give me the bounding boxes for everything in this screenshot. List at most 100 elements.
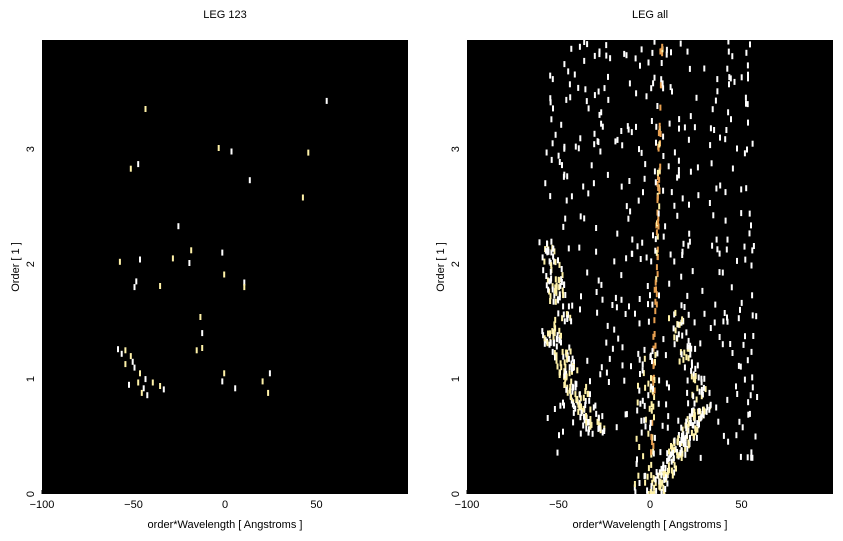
heatmap-cell (177, 223, 180, 230)
heatmap-cell (647, 380, 650, 387)
heatmap-cell (635, 435, 638, 442)
heatmap-cell (700, 375, 703, 382)
heatmap-cell (694, 345, 697, 352)
heatmap-cell (583, 417, 586, 424)
heatmap-cell (188, 260, 191, 266)
heatmap-cell (553, 288, 556, 295)
heatmap-cell (607, 379, 610, 385)
heatmap-cell (660, 76, 663, 83)
heatmap-cell (693, 124, 696, 131)
heatmap-cell (682, 240, 685, 247)
chart-panel-2: LEG all −100 −50 0 50 0 1 2 3 order*Wavelength [ … (435, 9, 833, 531)
heatmap-cell (139, 370, 141, 377)
heatmap-cell (611, 302, 614, 308)
heatmap-cell (689, 342, 692, 349)
heatmap-cell (743, 376, 746, 383)
heatmap-cell (628, 80, 631, 87)
heatmap-cell (655, 229, 658, 236)
heatmap-cell (708, 406, 711, 413)
heatmap-cell (325, 97, 328, 104)
x-tick-label: −50 (549, 499, 568, 511)
heatmap-cell (652, 363, 655, 370)
heatmap-cell (740, 299, 743, 306)
heatmap-cell (589, 406, 592, 413)
heatmap-cell (703, 375, 706, 382)
heatmap-cell (750, 222, 752, 229)
heatmap-cell (654, 351, 657, 358)
heatmap-cell (598, 111, 601, 118)
heatmap-cell (572, 364, 575, 371)
heatmap-cell (625, 203, 628, 210)
heatmap-cell (746, 357, 749, 364)
heatmap-cell (667, 163, 670, 170)
heatmap-cell (620, 183, 623, 190)
heatmap-cell (680, 273, 683, 280)
heatmap-cell (589, 419, 592, 426)
heatmap-cell (664, 223, 667, 230)
heatmap-cell (693, 319, 696, 326)
heatmap-cell (716, 246, 719, 253)
heatmap-cell (698, 415, 701, 422)
heatmap-cell (655, 123, 658, 130)
heatmap-cell (744, 256, 747, 263)
heatmap-cells (538, 40, 759, 494)
heatmap-cell (680, 351, 683, 358)
heatmap-cell (711, 106, 714, 113)
heatmap-cell (551, 283, 554, 290)
heatmap-cell (552, 340, 555, 347)
heatmap-cell (584, 398, 587, 404)
heatmap-cell (565, 197, 568, 204)
heatmap-cell (571, 355, 574, 362)
heatmap-cell (563, 318, 566, 325)
heatmap-cell (682, 356, 685, 363)
heatmap-cell (748, 210, 751, 217)
heatmap-cell (625, 255, 628, 262)
heatmap-cell (733, 78, 736, 85)
heatmap-cell (638, 387, 641, 394)
heatmap-cell (711, 242, 714, 249)
heatmap-cell (718, 334, 721, 340)
heatmap-cell (661, 80, 664, 87)
heatmap-cell (589, 378, 591, 385)
y-tick-label: 2 (25, 261, 37, 267)
heatmap-cell (151, 379, 154, 386)
heatmap-cell (672, 455, 675, 462)
heatmap-cell (566, 389, 569, 396)
heatmap-cell (565, 311, 568, 318)
heatmap-cell (585, 413, 587, 419)
heatmap-cell (698, 421, 700, 427)
heatmap-cell (675, 465, 677, 472)
heatmap-cell (673, 311, 676, 318)
heatmap-cell (652, 333, 655, 340)
heatmap-cell (655, 286, 657, 293)
heatmap-cell (687, 242, 690, 249)
heatmap-cell (713, 319, 716, 326)
heatmap-cell (659, 484, 662, 491)
heatmap-cell (659, 163, 662, 170)
heatmap-cell (607, 73, 609, 80)
heatmap-cell (726, 318, 729, 325)
heatmap-cell (573, 71, 576, 78)
heatmap-cell (651, 348, 654, 355)
heatmap-cell (607, 96, 610, 103)
heatmap-cell (558, 432, 560, 439)
heatmap-cell (658, 129, 661, 136)
heatmap-cell (667, 413, 670, 420)
heatmap-cell (583, 40, 586, 45)
heatmap-cell (692, 433, 695, 440)
heatmap-cell (656, 472, 659, 479)
heatmap-cell (598, 424, 601, 431)
heatmap-cell (652, 442, 655, 449)
x-tick-label: 0 (647, 499, 653, 511)
heatmap-cell (643, 346, 646, 353)
heatmap-cell (582, 394, 585, 401)
heatmap-cell (678, 358, 681, 365)
heatmap-cell (668, 120, 671, 127)
heatmap-cell (726, 314, 728, 321)
heatmap-cell (653, 74, 656, 81)
heatmap-cell (570, 378, 573, 385)
heatmap-cell (606, 171, 609, 178)
heatmap-cell (650, 461, 653, 468)
heatmap-cell (564, 215, 567, 222)
heatmap-cell (544, 247, 547, 254)
